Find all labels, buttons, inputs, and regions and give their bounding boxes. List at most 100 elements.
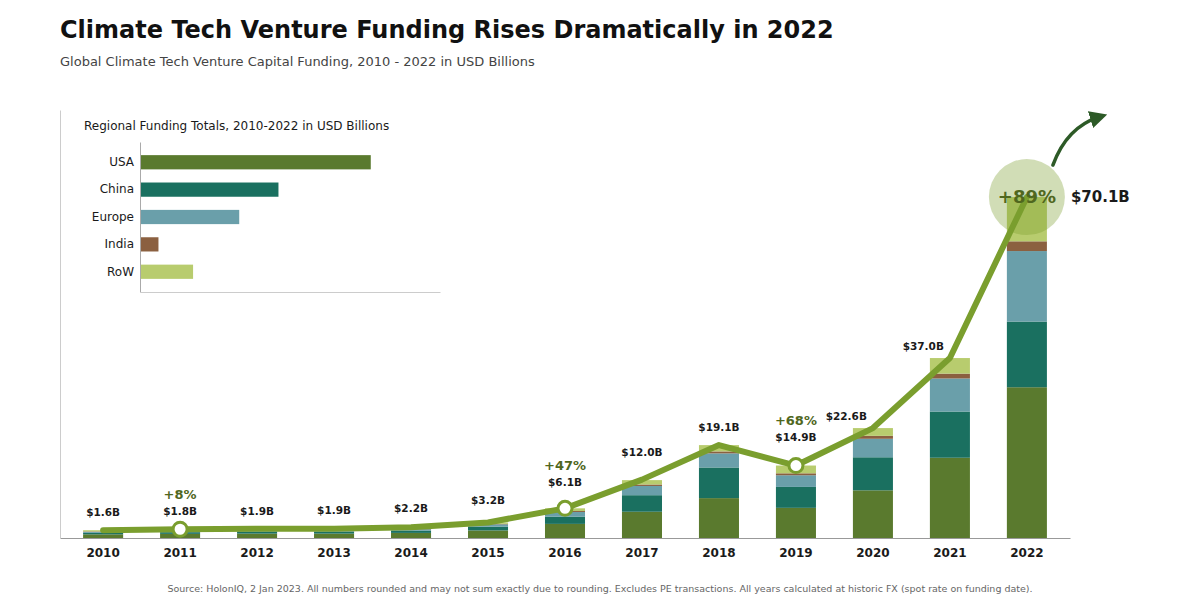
x-tick: 2012: [240, 538, 273, 560]
x-tick-label: 2013: [317, 546, 350, 560]
bar: [1007, 241, 1047, 251]
y-axis: [60, 111, 61, 539]
bar: [545, 517, 585, 524]
bar: [314, 534, 354, 538]
x-tick: 2019: [779, 538, 812, 560]
annotations: +8%+47%+68%+89%$1.6B$1.8B$1.9B$1.9B$2.2B…: [86, 117, 1130, 536]
bar: [1007, 387, 1047, 538]
x-tick: 2013: [317, 538, 350, 560]
bar: [776, 508, 816, 538]
bar: [1007, 322, 1047, 388]
bar: [853, 457, 893, 490]
data-label: $22.6B: [826, 410, 867, 422]
bar: [699, 498, 739, 538]
data-label: $14.9B: [775, 431, 816, 443]
x-tick-label: 2010: [86, 546, 119, 560]
bar: [545, 524, 585, 538]
x-tick: 2017: [625, 538, 658, 560]
inset-bar: [140, 183, 278, 197]
bar-series: [83, 322, 1047, 535]
bar: [853, 439, 893, 457]
x-tick: 2011: [163, 538, 196, 560]
inset: USA China Europe India RoW: [92, 143, 441, 293]
inset-x-axis-line: [141, 292, 441, 293]
trend-arrow: [1053, 117, 1099, 165]
x-tick-label: 2017: [625, 546, 658, 560]
x-tick: 2010: [86, 538, 119, 560]
inset-bar: [140, 237, 158, 251]
x-axis-line: [61, 538, 1071, 539]
bar: [853, 490, 893, 538]
bar-series: [83, 197, 1047, 531]
x-tick-label: 2020: [856, 546, 889, 560]
inset-y-tick: India: [105, 237, 140, 251]
bar: [237, 532, 277, 534]
x-tick-label: 2011: [163, 546, 196, 560]
data-label: $1.6B: [86, 506, 120, 518]
bar-series: [83, 241, 1047, 532]
inset-y-tick-label: RoW: [107, 265, 134, 279]
data-label: $1.9B: [317, 504, 351, 516]
inset-y-tick: RoW: [107, 265, 140, 279]
x-tick-label: 2016: [548, 546, 581, 560]
growth-circle-large: [989, 159, 1065, 235]
bar: [930, 412, 970, 458]
inset-bar: [140, 155, 371, 169]
growth-dot: [558, 501, 572, 515]
bar: [776, 475, 816, 487]
inset-marks: [140, 155, 371, 279]
data-label: $6.1B: [548, 476, 582, 488]
inset-y-tick: USA: [109, 155, 140, 169]
inset-y-tick: China: [100, 182, 140, 196]
inset-bar: [140, 265, 193, 279]
bar: [930, 378, 970, 411]
growth-dot: [789, 459, 803, 473]
data-label: $70.1B: [1071, 188, 1130, 206]
x-tick: 2021: [933, 538, 966, 560]
data-label: $2.2B: [394, 502, 428, 514]
data-label: $19.1B: [698, 421, 739, 433]
inset-y-tick-label: USA: [109, 155, 135, 169]
bar: [83, 534, 123, 538]
x-tick-label: 2021: [933, 546, 966, 560]
inset-x-axis: [141, 292, 441, 293]
bar: [391, 531, 431, 533]
bar: [622, 512, 662, 538]
x-tick: 2020: [856, 538, 889, 560]
x-tick-label: 2018: [702, 546, 735, 560]
bar: [314, 532, 354, 534]
x-tick-label: 2015: [471, 546, 504, 560]
bar-series: [83, 387, 1047, 538]
y-axis-line: [60, 111, 61, 539]
inset-title: Regional Funding Totals, 2010-2022 in US…: [84, 119, 389, 133]
subtitle: Global Climate Tech Venture Capital Fund…: [60, 54, 535, 69]
data-label: $1.8B: [163, 505, 197, 517]
data-label: $37.0B: [903, 340, 944, 352]
growth-dot: [173, 522, 187, 536]
x-tick-label: 2022: [1010, 546, 1043, 560]
x-axis: 2010 2011 2012 2013 2014 2015 2016 2017 2018 2019…: [61, 538, 1071, 560]
trend-line: [103, 197, 1027, 530]
bar: [622, 495, 662, 512]
bar: [468, 527, 508, 531]
growth-label: +8%: [164, 487, 197, 502]
bar: [468, 530, 508, 538]
chart: Climate Tech Venture Funding Rises Drama…: [0, 0, 1200, 600]
x-tick: 2014: [394, 538, 427, 560]
growth-label: +68%: [775, 413, 817, 428]
bar-series: [83, 251, 1047, 533]
plot-marks: [83, 197, 1047, 538]
inset-y-axis-line: [140, 143, 141, 293]
x-tick-label: 2019: [779, 546, 812, 560]
inset-y-tick-label: India: [105, 237, 134, 251]
bar: [1007, 251, 1047, 322]
plot: 2010 2011 2012 2013 2014 2015 2016 2017 2018 2019…: [61, 111, 1130, 560]
bar: [930, 458, 970, 538]
inset-y-tick: Europe: [92, 210, 140, 224]
inset-y-tick-label: China: [100, 182, 134, 196]
inset-y-axis: USA China Europe India RoW: [92, 143, 141, 293]
data-label: $12.0B: [621, 446, 662, 458]
bar: [699, 453, 739, 467]
inset-bar: [140, 210, 239, 224]
x-tick-label: 2012: [240, 546, 273, 560]
